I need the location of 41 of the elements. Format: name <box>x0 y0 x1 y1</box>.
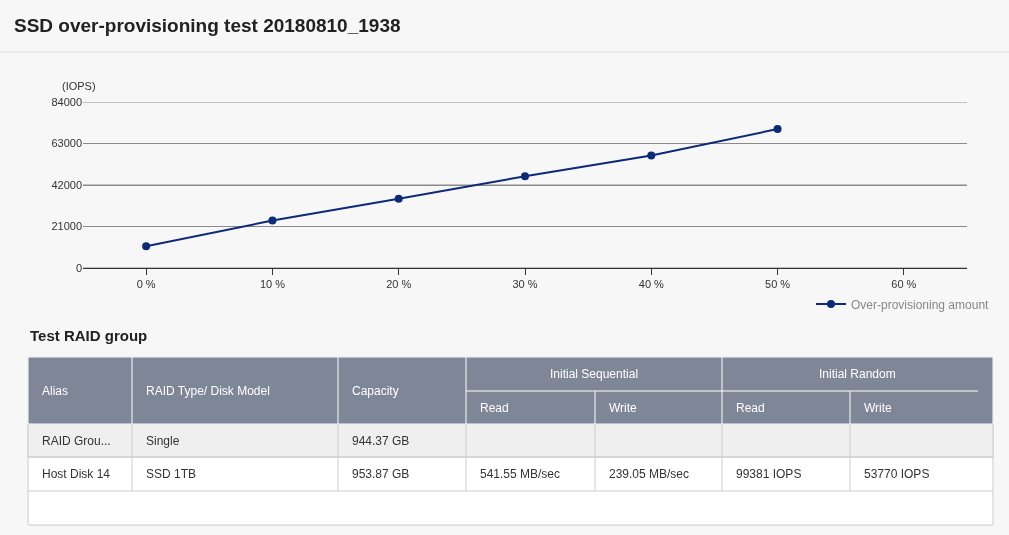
text: RAID Grou... <box>42 434 111 448</box>
y-tick-label: 42000 <box>51 178 82 191</box>
text: Initial Sequential <box>550 367 639 381</box>
text: Write <box>609 401 638 415</box>
text: SSD 1TB <box>146 467 197 481</box>
x-tick-label: 40 % <box>638 278 665 291</box>
y-tick-label: 84000 <box>51 95 82 108</box>
text: Alias <box>42 384 69 398</box>
text: Host Disk 14 <box>42 467 111 481</box>
text: Read <box>480 401 509 415</box>
text: Read <box>736 401 765 415</box>
text: RAID Type/ Disk Model <box>146 384 270 398</box>
x-tick-label: 0 % <box>136 278 156 291</box>
text: 99381 IOPS <box>736 467 802 481</box>
legend-label: Over-provisioning amount <box>851 297 990 312</box>
chart-title: SSD over-provisioning test 20180810_1938 <box>14 15 401 36</box>
x-tick-label: 20 % <box>386 278 412 291</box>
text: Capacity <box>352 384 399 398</box>
text: Single <box>146 434 180 448</box>
point <box>268 216 277 225</box>
y-tick-label: 21000 <box>51 220 82 233</box>
text: Test RAID group <box>30 327 148 344</box>
y-tick-label: 0 <box>75 261 82 274</box>
text: 239.05 MB/sec <box>609 467 690 481</box>
point <box>647 151 656 160</box>
text: 953.87 GB <box>352 467 410 481</box>
text: 541.55 MB/sec <box>480 467 561 481</box>
point <box>394 194 403 203</box>
text: 944.37 GB <box>352 434 410 448</box>
text: Initial Random <box>819 367 896 381</box>
x-tick-label: 60 % <box>891 278 917 291</box>
x-tick-label: 30 % <box>512 278 538 291</box>
x-tick-label: 50 % <box>765 278 791 291</box>
text: Write <box>864 401 893 415</box>
x-tick-label: 10 % <box>259 278 286 291</box>
point <box>521 172 529 181</box>
point <box>142 242 151 251</box>
text: 53770 IOPS <box>864 467 930 481</box>
y-tick-label: 63000 <box>51 137 82 150</box>
y-axis-title: (IOPS) <box>62 80 96 92</box>
point <box>773 125 782 134</box>
